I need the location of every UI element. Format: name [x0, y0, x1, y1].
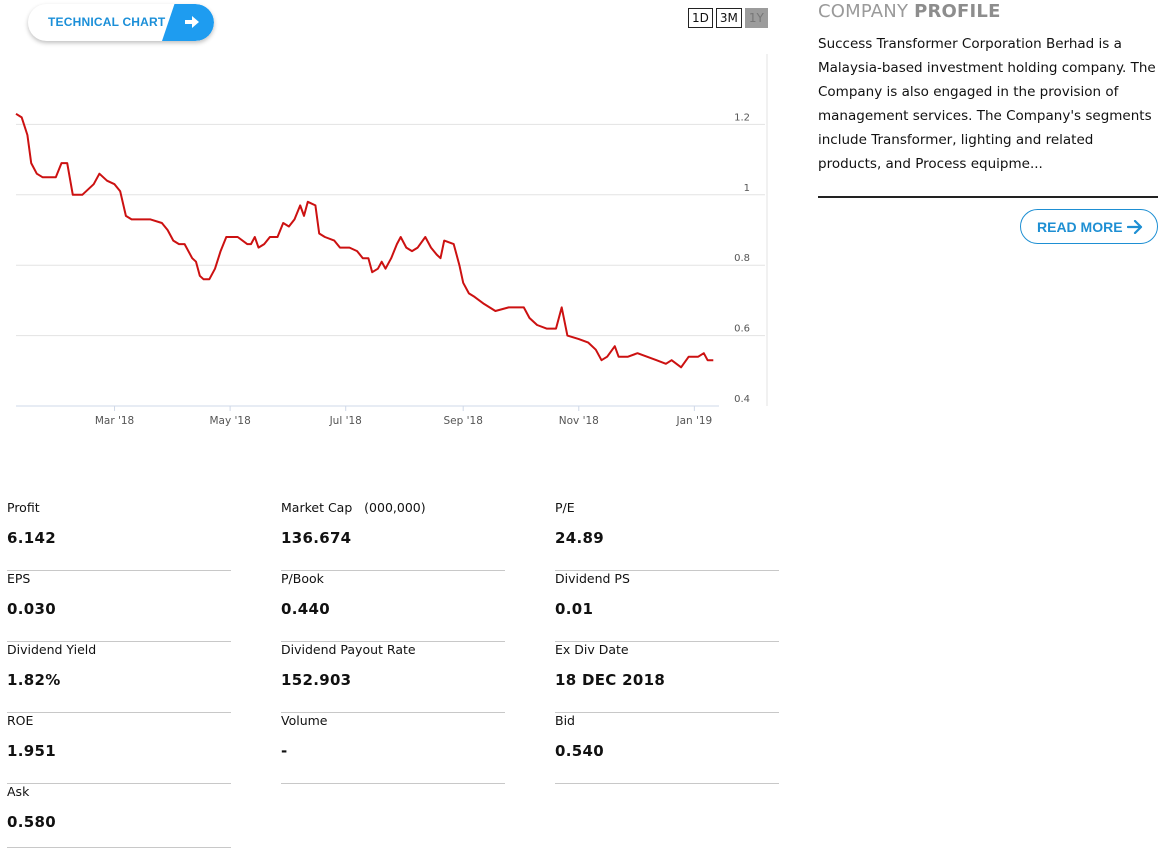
profile-title-bold: PROFILE [914, 1, 1001, 22]
stat-label: Dividend PS [555, 571, 630, 586]
stat-bid: Bid 0.540 [555, 713, 779, 784]
stat-value: 0.030 [7, 600, 56, 618]
stat-value: 1.82% [7, 671, 61, 689]
y-tick-label: 1.2 [734, 112, 750, 123]
range-selector: 1D 3M 1Y [688, 8, 768, 28]
stat-value: 136.674 [281, 529, 352, 547]
company-profile: COMPANY PROFILE Success Transformer Corp… [818, 0, 1158, 244]
price-line [15, 112, 714, 369]
x-tick-label: Jan '19 [675, 415, 712, 427]
stat-value: 24.89 [555, 529, 604, 547]
stat-value: 0.580 [7, 813, 56, 831]
profile-description: Success Transformer Corporation Berhad i… [818, 36, 1156, 172]
stat-eps: EPS 0.030 [7, 571, 231, 642]
x-tick-label: May '18 [209, 415, 250, 427]
stat-value: - [281, 742, 288, 760]
stat-label: Ask [7, 784, 30, 799]
stat-label: Market Cap (000,000) [281, 500, 426, 515]
stat-value: 152.903 [281, 671, 352, 689]
stat-label: Dividend Yield [7, 642, 97, 657]
arrow-right-icon [162, 4, 214, 41]
stat-label: ROE [7, 713, 34, 728]
x-tick-label: Sep '18 [444, 415, 483, 427]
y-tick-label: 1 [744, 183, 750, 194]
read-more-label: READ MORE [1037, 219, 1123, 235]
range-1y-button[interactable]: 1Y [744, 8, 768, 28]
price-chart[interactable]: 0.4 0.6 0.8 1 1.2 Mar '18 May '18 Jul '18 Sep '1… [0, 48, 790, 438]
stat-label: Bid [555, 713, 575, 728]
stat-label: EPS [7, 571, 31, 586]
stat-value: 1.951 [7, 742, 56, 760]
stat-dividend-yield: Dividend Yield 1.82% [7, 642, 231, 713]
stat-roe: ROE 1.951 [7, 713, 231, 784]
x-tick-label: Jul '18 [329, 415, 362, 427]
stat-label: Ex Div Date [555, 642, 629, 657]
stat-label: P/E [555, 500, 575, 515]
profile-title: COMPANY PROFILE [818, 0, 1158, 24]
stat-value: 0.01 [555, 600, 594, 618]
stat-value: 0.440 [281, 600, 330, 618]
arrow-right-icon [1127, 220, 1143, 234]
stat-market-cap: Market Cap (000,000) 136.674 [281, 500, 505, 571]
stat-volume: Volume - [281, 713, 505, 784]
profile-divider [818, 196, 1158, 198]
technical-chart-label: TECHNICAL CHART [48, 15, 166, 29]
stat-label: Dividend Payout Rate [281, 642, 416, 657]
read-more-button[interactable]: READ MORE [1020, 209, 1158, 244]
y-tick-label: 0.6 [734, 324, 750, 335]
stat-pe: P/E 24.89 [555, 500, 779, 571]
stat-label: Volume [281, 713, 328, 728]
stat-profit: Profit 6.142 [7, 500, 231, 571]
stat-value: 6.142 [7, 529, 56, 547]
stat-dividend-payout-rate: Dividend Payout Rate 152.903 [281, 642, 505, 713]
x-tick-label: Mar '18 [95, 415, 134, 427]
stat-value: 0.540 [555, 742, 604, 760]
stat-value: 18 DEC 2018 [555, 671, 666, 689]
range-1d-button[interactable]: 1D [688, 8, 713, 28]
stat-ex-div-date: Ex Div Date 18 DEC 2018 [555, 642, 779, 713]
x-tick-label: Nov '18 [559, 415, 599, 427]
technical-chart-button[interactable]: TECHNICAL CHART [28, 4, 214, 41]
y-tick-label: 0.8 [734, 253, 750, 264]
stat-label: P/Book [281, 571, 324, 586]
y-tick-label: 0.4 [734, 394, 750, 405]
stat-p-book: P/Book 0.440 [281, 571, 505, 642]
stat-ask: Ask 0.580 [7, 784, 231, 848]
stat-label: Profit [7, 500, 40, 515]
stat-dividend-ps: Dividend PS 0.01 [555, 571, 779, 642]
range-3m-button[interactable]: 3M [715, 8, 742, 28]
profile-title-light: COMPANY [818, 1, 909, 22]
